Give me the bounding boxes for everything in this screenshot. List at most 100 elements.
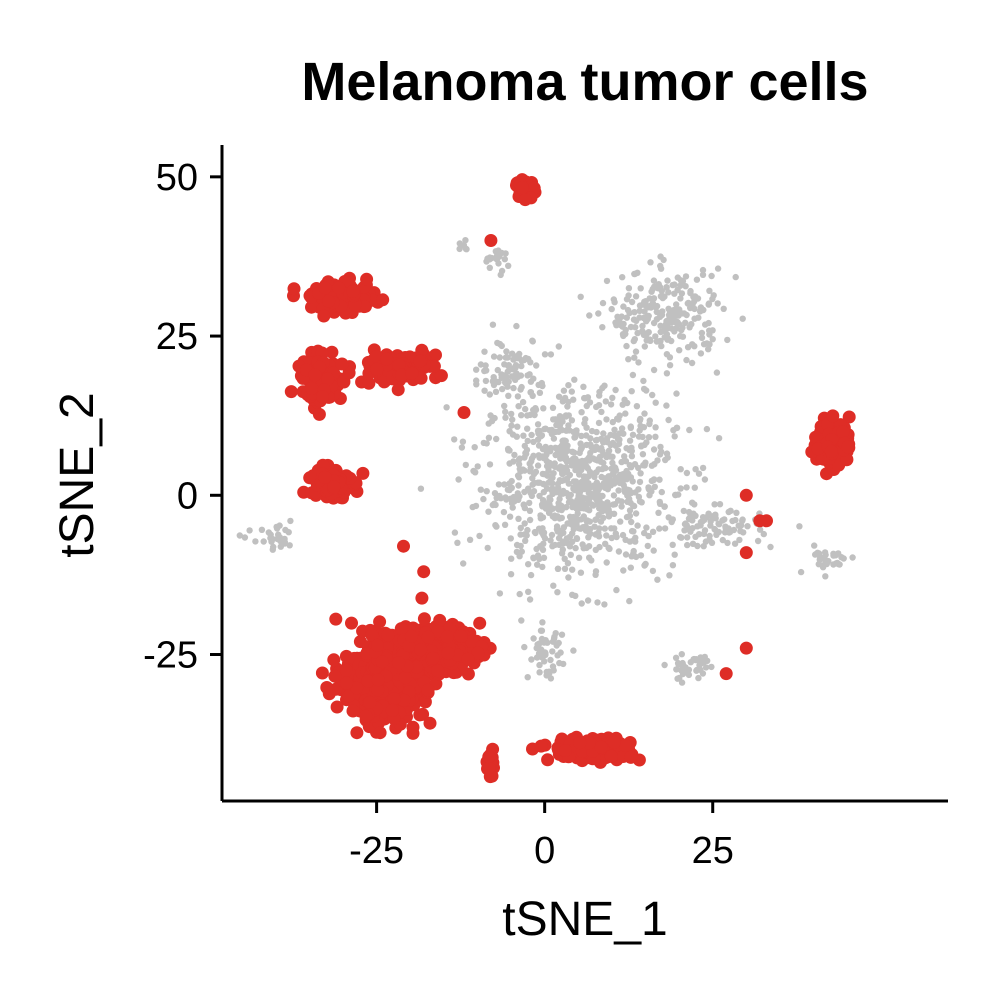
- data-point: [342, 366, 356, 380]
- data-point: [413, 354, 427, 368]
- data-point: [520, 501, 527, 508]
- data-point: [246, 527, 253, 534]
- data-point: [558, 442, 565, 449]
- data-point: [707, 522, 714, 529]
- data-point: [514, 472, 522, 479]
- data-point: [274, 535, 281, 543]
- data-point: [527, 389, 534, 396]
- data-point: [574, 510, 581, 517]
- data-point: [714, 265, 722, 272]
- data-point: [273, 525, 281, 532]
- data-point: [489, 321, 497, 328]
- data-point: [541, 658, 548, 665]
- data-point: [684, 541, 691, 549]
- data-point: [332, 281, 346, 295]
- data-point: [321, 372, 335, 386]
- data-point: [394, 622, 408, 636]
- data-point: [504, 445, 512, 453]
- data-point: [565, 499, 573, 506]
- data-point: [632, 489, 639, 496]
- data-point: [549, 480, 556, 487]
- data-point: [648, 477, 655, 485]
- data-point: [480, 495, 487, 503]
- data-point: [695, 470, 703, 477]
- data-point: [720, 305, 727, 312]
- data-point: [580, 383, 587, 390]
- data-point: [607, 735, 621, 749]
- data-point: [826, 409, 840, 423]
- data-point: [534, 561, 541, 568]
- data-point: [641, 330, 648, 338]
- data-point: [380, 352, 394, 366]
- data-point: [440, 630, 454, 644]
- data-point: [599, 492, 606, 500]
- data-point: [549, 474, 556, 481]
- data-point: [572, 466, 579, 474]
- data-point: [495, 247, 502, 254]
- data-point: [600, 451, 607, 458]
- data-point: [654, 457, 661, 464]
- data-point: [708, 272, 715, 280]
- data-point: [540, 540, 547, 547]
- data-point: [624, 399, 631, 407]
- data-point: [606, 545, 613, 552]
- data-point: [515, 456, 523, 463]
- data-point: [496, 590, 504, 597]
- data-point: [587, 441, 594, 448]
- data-point: [625, 285, 633, 292]
- data-point: [462, 237, 469, 244]
- data-point: [456, 245, 463, 253]
- data-point: [629, 371, 637, 379]
- data-point: [502, 414, 509, 421]
- data-point: [564, 447, 571, 454]
- data-point: [551, 633, 558, 641]
- data-point: [636, 314, 643, 321]
- data-point: [530, 488, 538, 495]
- data-point: [577, 479, 585, 486]
- data-point: [611, 501, 619, 508]
- data-point: [702, 664, 710, 671]
- data-point: [584, 394, 592, 401]
- data-point: [560, 387, 568, 394]
- data-point: [609, 394, 616, 401]
- data-point: [525, 588, 532, 595]
- data-point: [651, 483, 658, 490]
- data-point: [556, 422, 564, 429]
- data-point: [615, 487, 622, 494]
- data-point: [674, 274, 681, 281]
- data-point: [360, 272, 374, 286]
- data-point: [539, 497, 547, 504]
- data-point: [527, 378, 535, 385]
- data-point: [559, 398, 566, 405]
- data-point: [564, 403, 571, 410]
- data-point: [526, 499, 533, 507]
- data-point: [473, 366, 480, 373]
- data-point: [661, 525, 669, 532]
- data-point: [660, 256, 667, 264]
- data-point: [683, 522, 690, 529]
- data-point: [702, 538, 710, 545]
- data-point: [305, 381, 319, 395]
- data-point: [267, 534, 274, 542]
- data-point: [672, 654, 680, 661]
- data-point: [700, 341, 708, 348]
- data-point: [496, 354, 503, 361]
- data-point: [493, 523, 500, 530]
- data-point: [260, 538, 267, 545]
- data-point: [454, 539, 461, 546]
- data-point: [547, 537, 554, 544]
- data-point: [573, 430, 580, 437]
- data-point: [657, 328, 664, 336]
- data-point: [610, 510, 618, 517]
- data-point: [618, 503, 625, 510]
- data-point: [522, 537, 529, 544]
- data-point: [630, 316, 638, 323]
- data-point: [492, 388, 500, 395]
- data-point: [737, 527, 744, 535]
- data-point: [539, 530, 546, 537]
- data-point: [626, 446, 633, 454]
- y-tick-label: 50: [156, 157, 198, 199]
- data-point: [550, 582, 557, 589]
- data-points: [236, 173, 856, 784]
